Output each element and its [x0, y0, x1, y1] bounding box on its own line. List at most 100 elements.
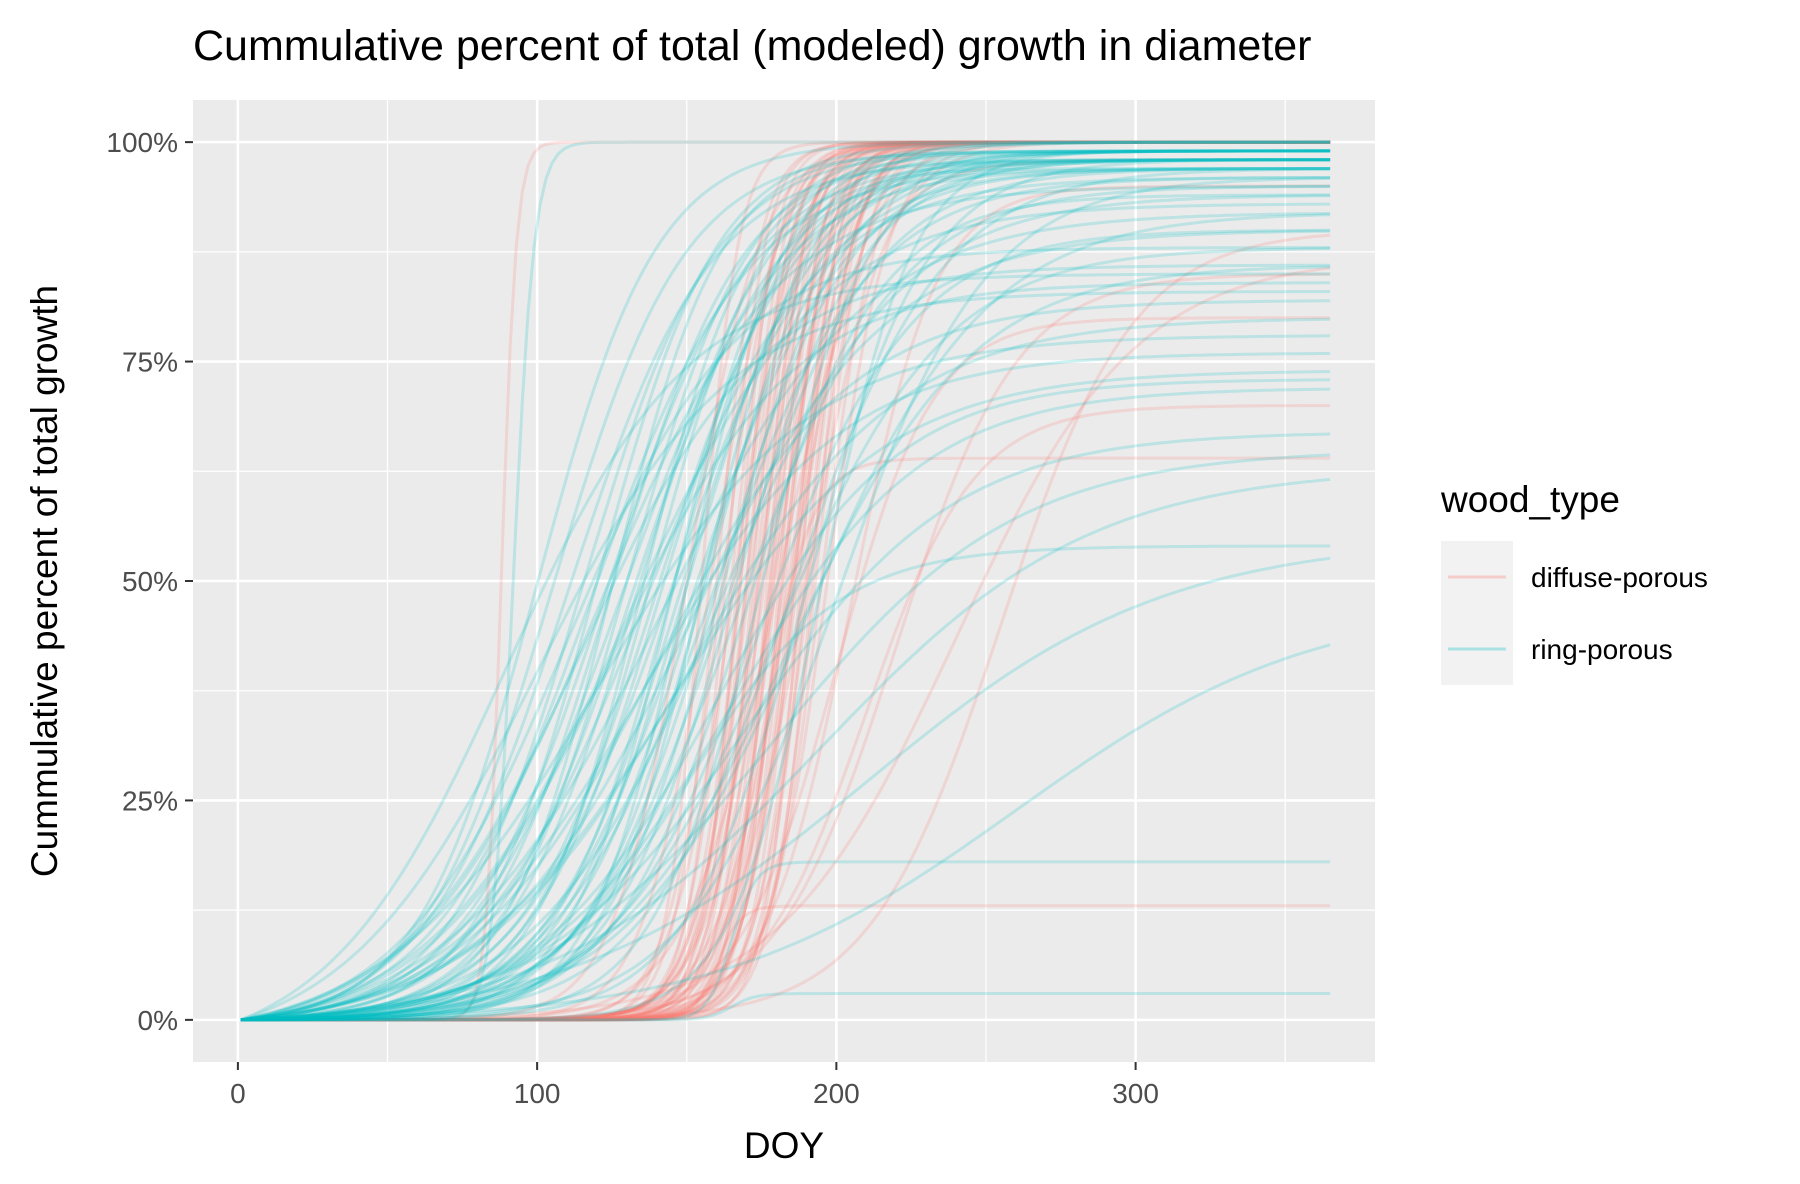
series-line-diffuse-porous — [240, 140, 1331, 1022]
series-line-ring-porous — [240, 860, 1331, 1022]
series-line-ring-porous — [240, 193, 1331, 1022]
series-line-diffuse-porous — [240, 316, 1331, 1022]
series-line-diffuse-porous — [240, 140, 1331, 1022]
series-line-ring-porous — [240, 149, 1331, 1022]
series-line-ring-porous — [240, 149, 1331, 1022]
series-line-diffuse-porous — [240, 140, 1331, 1022]
chart-title: Cummulative percent of total (modeled) g… — [193, 22, 1312, 70]
series-line-diffuse-porous — [240, 158, 1331, 1022]
series-line-ring-porous — [240, 167, 1331, 1022]
series-line-diffuse-porous — [240, 184, 1331, 1022]
series-line-diffuse-porous — [240, 140, 1331, 1022]
series-line-ring-porous — [240, 992, 1331, 1022]
series-line-diffuse-porous — [240, 140, 1331, 1022]
series-line-diffuse-porous — [240, 140, 1331, 1022]
series-line-diffuse-porous — [240, 272, 1331, 1022]
series-line-ring-porous — [240, 149, 1331, 1022]
legend: wood_type diffuse-porous ring-porous — [1440, 479, 1708, 685]
series-line-diffuse-porous — [240, 140, 1331, 1022]
series-line-ring-porous — [240, 140, 1331, 1022]
y-axis-ticks: 0% 25% 50% 75% 100% — [106, 127, 193, 1036]
series-line-ring-porous — [240, 158, 1331, 1022]
series-line-diffuse-porous — [240, 404, 1331, 1022]
series-line-diffuse-porous — [240, 140, 1331, 1022]
series-line-ring-porous — [240, 556, 1331, 1022]
y-tick-label: 100% — [106, 127, 178, 158]
series-line-diffuse-porous — [240, 140, 1331, 1022]
series-line-ring-porous — [240, 351, 1331, 1022]
series-line-diffuse-porous — [240, 140, 1331, 1022]
series-line-diffuse-porous — [240, 140, 1331, 1022]
series-line-diffuse-porous — [240, 140, 1331, 1022]
series-line-ring-porous — [240, 176, 1331, 1022]
series-line-ring-porous — [240, 167, 1331, 1022]
series-line-diffuse-porous — [240, 140, 1331, 1022]
series-line-diffuse-porous — [240, 904, 1331, 1022]
legend-title: wood_type — [1440, 479, 1620, 520]
series-line-ring-porous — [240, 453, 1331, 1022]
series-line-diffuse-porous — [240, 233, 1331, 1022]
series-line-ring-porous — [240, 378, 1331, 1022]
series-line-ring-porous — [240, 140, 1331, 1022]
series-line-ring-porous — [240, 158, 1331, 1022]
series-line-diffuse-porous — [240, 266, 1331, 1022]
series-line-ring-porous — [240, 149, 1331, 1022]
y-tick-label: 75% — [122, 347, 178, 378]
series-line-diffuse-porous — [240, 140, 1331, 1022]
series-line-diffuse-porous — [240, 140, 1331, 1022]
series-line-ring-porous — [240, 149, 1331, 1022]
series-line-ring-porous — [240, 149, 1331, 1022]
series-diffuse-porous — [240, 140, 1331, 1022]
series-line-ring-porous — [240, 167, 1331, 1022]
series-line-ring-porous — [240, 176, 1331, 1022]
series-line-diffuse-porous — [240, 140, 1331, 1022]
legend-key-background-ring-porous — [1441, 613, 1513, 685]
series-line-ring-porous — [240, 158, 1331, 1022]
series-line-ring-porous — [240, 158, 1331, 1022]
major-gridlines — [193, 100, 1375, 1062]
series-line-ring-porous — [240, 477, 1331, 1022]
series-line-diffuse-porous — [240, 140, 1331, 1022]
series-line-ring-porous — [240, 158, 1331, 1022]
series-line-diffuse-porous — [240, 140, 1331, 1022]
series-line-ring-porous — [240, 158, 1331, 1022]
series-line-ring-porous — [240, 544, 1331, 1022]
series-line-ring-porous — [240, 272, 1331, 1022]
series-line-diffuse-porous — [240, 140, 1331, 1022]
series-line-ring-porous — [240, 167, 1331, 1022]
x-axis-ticks: 0 100 200 300 — [230, 1062, 1159, 1109]
series-line-ring-porous — [240, 149, 1331, 1022]
series-line-diffuse-porous — [240, 456, 1331, 1022]
series-line-diffuse-porous — [240, 140, 1331, 1022]
y-axis-title: Cummulative percent of total growth — [24, 285, 65, 877]
x-tick-label: 100 — [514, 1078, 561, 1109]
series-line-ring-porous — [240, 246, 1331, 1022]
series-line-ring-porous — [240, 229, 1331, 1022]
series-line-ring-porous — [240, 149, 1331, 1022]
series-line-ring-porous — [240, 281, 1331, 1022]
x-tick-label: 200 — [813, 1078, 860, 1109]
series-line-diffuse-porous — [240, 140, 1331, 1022]
series-line-ring-porous — [240, 290, 1331, 1022]
series-line-diffuse-porous — [240, 140, 1331, 1022]
series-line-ring-porous — [240, 140, 1331, 1022]
series-line-ring-porous — [240, 149, 1331, 1022]
series-line-ring-porous — [240, 184, 1331, 1022]
series-line-diffuse-porous — [240, 140, 1331, 1022]
series-line-diffuse-porous — [240, 140, 1331, 1022]
series-line-ring-porous — [240, 158, 1331, 1022]
series-line-ring-porous — [240, 158, 1331, 1022]
series-line-ring-porous — [240, 149, 1331, 1022]
series-line-ring-porous — [240, 432, 1331, 1022]
series-line-diffuse-porous — [240, 140, 1331, 1022]
series-line-ring-porous — [240, 387, 1331, 1022]
series-line-diffuse-porous — [240, 140, 1331, 1022]
x-tick-label: 300 — [1112, 1078, 1159, 1109]
series-line-ring-porous — [240, 643, 1331, 1022]
series-line-ring-porous — [240, 158, 1331, 1022]
series-line-ring-porous — [240, 194, 1331, 1022]
series-line-ring-porous — [240, 247, 1331, 1022]
y-tick-label: 0% — [138, 1005, 178, 1036]
series-line-ring-porous — [240, 149, 1331, 1022]
series-line-ring-porous — [240, 140, 1331, 1022]
